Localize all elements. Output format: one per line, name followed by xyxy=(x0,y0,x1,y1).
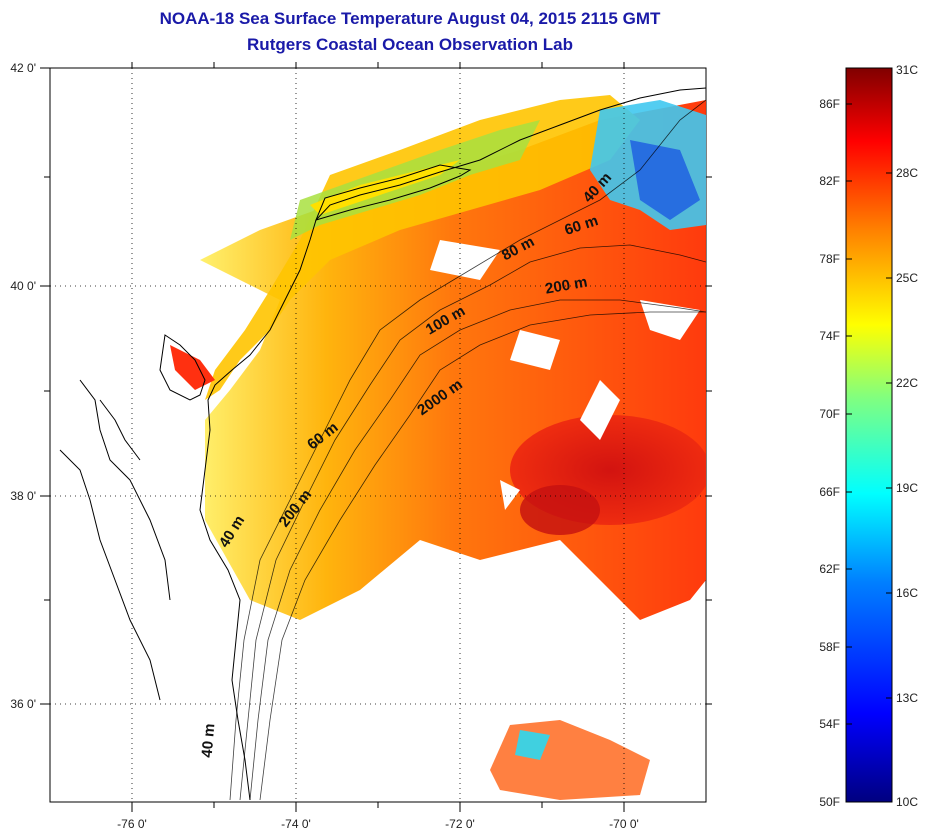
colorbar-c-label: 19C xyxy=(896,481,918,495)
colorbar-c-label: 28C xyxy=(896,166,918,180)
lat-label-42: 42 0' xyxy=(10,61,36,75)
map-title: NOAA-18 Sea Surface Temperature August 0… xyxy=(159,9,661,28)
colorbar: 86F 82F 78F 74F 70F 66F 62F 58F 54F 50F … xyxy=(819,63,918,809)
colorbar-c-label: 10C xyxy=(896,795,918,809)
colorbar-f-label: 74F xyxy=(819,329,840,343)
colorbar-c-label: 16C xyxy=(896,586,918,600)
map-subtitle: Rutgers Coastal Ocean Observation Lab xyxy=(247,35,573,54)
colorbar-c-label: 22C xyxy=(896,376,918,390)
colorbar-gradient xyxy=(845,67,893,803)
colorbar-f-ticks xyxy=(846,103,852,725)
colorbar-c-label: 25C xyxy=(896,271,918,285)
colorbar-f-label: 78F xyxy=(819,252,840,266)
colorbar-f-label: 62F xyxy=(819,562,840,576)
depth-label: 40 m xyxy=(199,723,219,759)
colorbar-f-label: 82F xyxy=(819,174,840,188)
colorbar-f-label: 58F xyxy=(819,640,840,654)
lat-label-36: 36 0' xyxy=(10,697,36,711)
bathymetry-contours xyxy=(229,99,706,801)
map-ticks xyxy=(40,62,712,812)
lon-label-74: -74 0' xyxy=(281,817,311,831)
colorbar-f-label: 66F xyxy=(819,485,840,499)
sst-field xyxy=(170,95,706,800)
coastline xyxy=(59,87,706,801)
lon-label-76: -76 0' xyxy=(117,817,147,831)
lon-label-72: -72 0' xyxy=(445,817,475,831)
lat-label-38: 38 0' xyxy=(10,489,36,503)
colorbar-c-label: 13C xyxy=(896,691,918,705)
lon-label-70: -70 0' xyxy=(609,817,639,831)
colorbar-c-label: 31C xyxy=(896,63,918,77)
colorbar-f-label: 54F xyxy=(819,717,840,731)
colorbar-c-ticks xyxy=(886,172,892,699)
colorbar-f-label: 70F xyxy=(819,407,840,421)
lat-label-40: 40 0' xyxy=(10,279,36,293)
colorbar-f-label: 50F xyxy=(819,795,840,809)
colorbar-f-label: 86F xyxy=(819,97,840,111)
